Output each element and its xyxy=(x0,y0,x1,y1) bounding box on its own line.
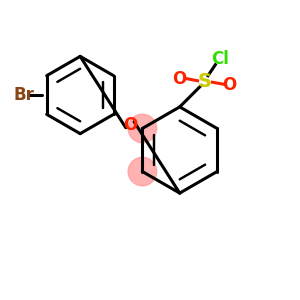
Text: Cl: Cl xyxy=(211,50,229,68)
Text: S: S xyxy=(198,72,212,91)
Circle shape xyxy=(128,157,157,186)
Text: O: O xyxy=(172,70,187,88)
Circle shape xyxy=(128,114,157,143)
Text: O: O xyxy=(222,76,236,94)
Text: Br: Br xyxy=(13,86,34,104)
Text: O: O xyxy=(123,116,137,134)
